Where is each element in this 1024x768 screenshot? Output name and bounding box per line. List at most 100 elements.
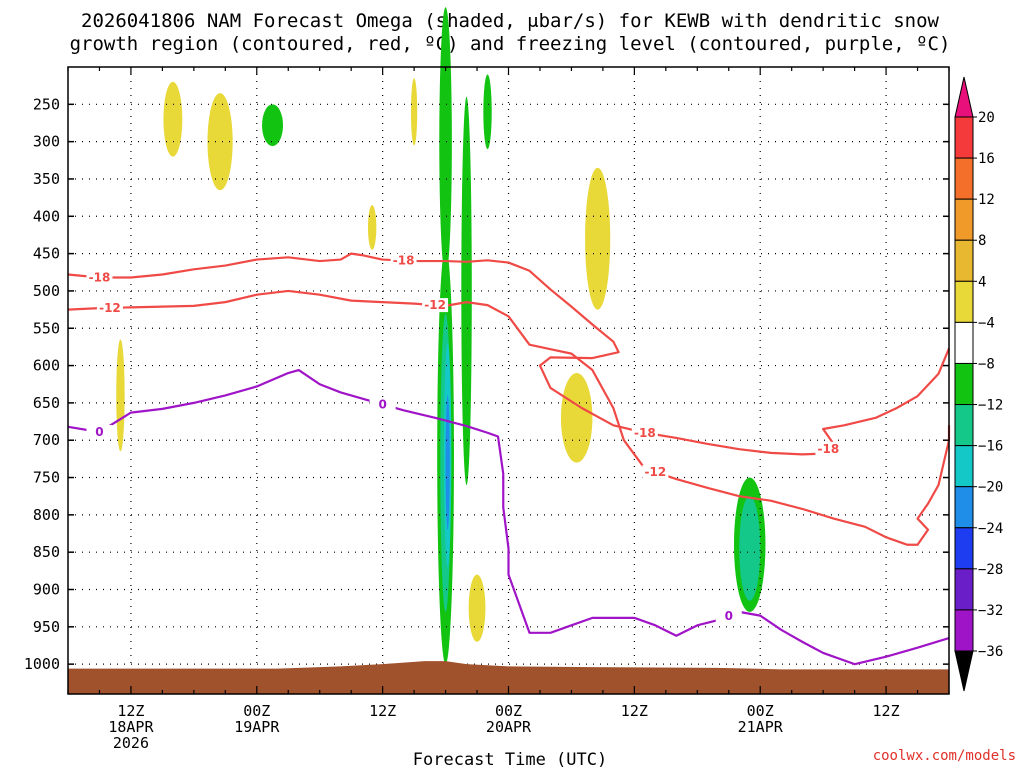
omega-region-17 [445, 395, 450, 530]
colorbar-box-10 [954, 527, 974, 570]
y-tick-label-600: 600 [33, 357, 60, 375]
contour-label-0-3: -18 [818, 442, 840, 456]
colorbar-box-12 [954, 609, 974, 652]
colorbar-label-1: 16 [978, 151, 995, 167]
terrain-ground [68, 661, 949, 694]
y-tick-label-900: 900 [33, 581, 60, 599]
omega-region-9 [439, 7, 452, 276]
y-tick-label-950: 950 [33, 618, 60, 636]
contour-line-1 [67, 289, 951, 546]
omega-shading [116, 7, 766, 665]
omega-region-2 [410, 78, 418, 146]
omega-region-5 [116, 339, 125, 452]
x-axis-label: Forecast Time (UTC) [413, 750, 607, 768]
contour-label-2-1: 0 [378, 397, 386, 411]
x-tick-label-30-0: 12Z [369, 702, 396, 720]
y-tick-label-800: 800 [33, 506, 60, 524]
contour-label-bg-0-1 [390, 253, 417, 268]
x-tick-label-42-1: 20APR [486, 718, 532, 736]
omega-region-11 [461, 96, 472, 486]
colorbar-box-2 [954, 198, 974, 241]
y-tick-label-1000: 1000 [24, 655, 60, 673]
y-tick-label-750: 750 [33, 469, 60, 487]
x-tick-label-54-0: 12Z [621, 702, 648, 720]
colorbar-label-2: 12 [978, 192, 995, 208]
contour-label-0-1: -18 [393, 254, 415, 268]
colorbar: 20 16 12 8 4 −4 −8 −12 −16 −20 −24 −28 −32 −36 [954, 76, 1003, 692]
contour-label-1-2: -12 [644, 465, 666, 479]
colorbar-label-7: −12 [978, 398, 1003, 414]
colorbar-label-9: −20 [978, 480, 1003, 496]
contour-label-bg-1-2 [642, 465, 669, 480]
contour-lines: -18 -18 -18 -18 -12 -12 -12 0 0 0 [67, 252, 951, 666]
y-tick-label-400: 400 [33, 207, 60, 225]
credit-text[interactable]: coolwx.com/models [873, 748, 1016, 764]
x-tick-label-6-2: 2026 [113, 734, 149, 752]
omega-region-4 [367, 205, 377, 250]
y-tick-label-450: 450 [33, 245, 60, 263]
colorbar-label-13: −36 [978, 644, 1003, 660]
contour-label-bg-1-1 [422, 298, 449, 313]
contour-label-0-0: -18 [89, 270, 111, 284]
colorbar-label-5: −4 [978, 315, 995, 331]
y-tick-label-350: 350 [33, 170, 60, 188]
colorbar-bottom-triangle [954, 650, 974, 692]
y-axis: 250 300 350 400 450 500 550 600 650 700 750 800 850 9… [24, 95, 949, 673]
y-tick-label-550: 550 [33, 319, 60, 337]
plot-area: -18 -18 -18 -18 -12 -12 -12 0 0 0 250 300 350 400 450 5… [24, 7, 951, 752]
y-tick-label-300: 300 [33, 133, 60, 151]
y-tick-label-500: 500 [33, 282, 60, 300]
colorbar-top-triangle [954, 76, 974, 118]
omega-region-6 [560, 373, 593, 463]
colorbar-label-0: 20 [978, 110, 995, 126]
contour-label-1-0: -12 [99, 301, 121, 315]
contour-label-bg-1-0 [96, 300, 123, 315]
y-tick-label-850: 850 [33, 543, 60, 561]
x-tick-label-18-1: 19APR [234, 718, 280, 736]
y-tick-label-250: 250 [33, 95, 60, 113]
omega-region-8 [262, 104, 284, 147]
colorbar-box-9 [954, 486, 974, 529]
colorbar-label-3: 8 [978, 233, 986, 249]
colorbar-label-8: −16 [978, 439, 1003, 455]
contour-label-2-0: 0 [95, 425, 103, 439]
chart-title-line2: growth region (contoured, red, ºC) and f… [70, 33, 951, 55]
colorbar-box-0 [954, 116, 974, 159]
colorbar-label-4: 4 [978, 274, 986, 290]
contour-line-2 [67, 368, 950, 666]
contour-label-bg-0-0 [86, 270, 113, 285]
omega-region-10 [483, 74, 492, 150]
omega-region-0 [163, 81, 183, 157]
omega-region-3 [585, 167, 611, 310]
chart-title-line1: 2026041806 NAM Forecast Omega (shaded, μ… [81, 10, 939, 32]
colorbar-box-11 [954, 568, 974, 611]
x-tick-label-66-0: 00Z [747, 702, 774, 720]
contour-label-bg-2-1 [369, 397, 396, 412]
contour-label-bg-2-2 [715, 608, 742, 623]
omega-region-15 [739, 496, 761, 601]
colorbar-box-7 [954, 404, 974, 447]
x-tick-label-42-0: 00Z [495, 702, 522, 720]
omega-region-7 [468, 574, 486, 642]
x-tick-label-6-0: 12Z [117, 702, 144, 720]
contour-label-2-2: 0 [725, 609, 733, 623]
contour-label-bg-2-0 [86, 425, 113, 440]
colorbar-label-6: −8 [978, 356, 995, 372]
omega-region-1 [207, 93, 233, 191]
contour-label-bg-0-3 [815, 441, 842, 456]
y-tick-label-700: 700 [33, 431, 60, 449]
colorbar-label-12: −32 [978, 603, 1003, 619]
contour-label-0-2: -18 [634, 426, 656, 440]
y-tick-label-650: 650 [33, 394, 60, 412]
x-tick-label-6-1: 18APR [108, 718, 154, 736]
colorbar-box-1 [954, 157, 974, 200]
x-tick-label-78-0: 12Z [873, 702, 900, 720]
colorbar-label-11: −28 [978, 562, 1003, 578]
colorbar-box-3 [954, 239, 974, 282]
contour-label-bg-0-2 [631, 425, 658, 440]
contour-label-1-1: -12 [424, 298, 446, 312]
colorbar-label-10: −24 [978, 521, 1003, 537]
x-tick-label-18-0: 00Z [243, 702, 270, 720]
